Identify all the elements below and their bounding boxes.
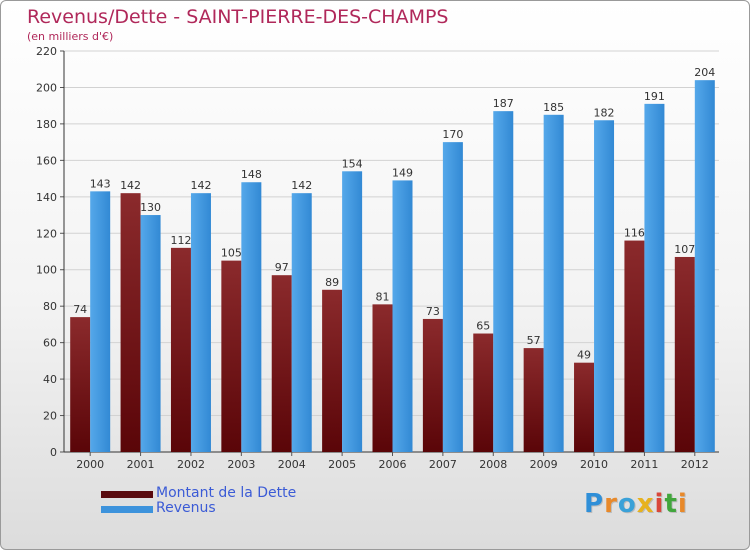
y-tick-label-60: 60: [43, 337, 57, 350]
data-label-dette-2000: 74: [73, 303, 87, 316]
bar-dette-2007: [422, 318, 443, 452]
bar-revenus-2008: [493, 111, 514, 453]
data-label-revenus-2000: 143: [90, 177, 111, 190]
data-label-revenus-2005: 154: [342, 157, 363, 170]
data-label-dette-2003: 105: [221, 247, 242, 260]
legend-label-dette: Montant de la Dette: [156, 485, 297, 501]
bar-revenus-2007: [442, 142, 463, 453]
bar-dette-2002: [170, 247, 191, 452]
data-label-revenus-2012: 204: [694, 66, 715, 79]
data-label-revenus-2002: 142: [190, 179, 211, 192]
data-label-revenus-2009: 185: [543, 101, 564, 114]
x-tick-label-2008: 2008: [479, 458, 507, 471]
bar-revenus-2011: [644, 103, 665, 452]
x-tick-label-2004: 2004: [278, 458, 306, 471]
y-tick-label-200: 200: [36, 81, 57, 94]
data-label-dette-2005: 89: [325, 276, 339, 289]
bar-revenus-2001: [140, 215, 161, 452]
x-tick-label-2003: 2003: [227, 458, 255, 471]
bar-revenus-2012: [694, 80, 715, 452]
y-tick-label-160: 160: [36, 154, 57, 167]
x-tick-label-2012: 2012: [681, 458, 709, 471]
bar-dette-2009: [523, 348, 544, 452]
data-label-revenus-2003: 148: [241, 168, 262, 181]
data-label-dette-2009: 57: [527, 334, 541, 347]
bar-dette-2010: [574, 362, 595, 452]
x-tick-label-2009: 2009: [530, 458, 558, 471]
y-tick-label-180: 180: [36, 118, 57, 131]
data-label-revenus-2008: 187: [493, 97, 514, 110]
bar-dette-2005: [322, 289, 343, 452]
legend-label-revenus: Revenus: [156, 500, 216, 516]
data-label-dette-2010: 49: [577, 349, 591, 362]
y-tick-label-80: 80: [43, 300, 57, 313]
data-label-revenus-2010: 182: [594, 106, 615, 119]
y-tick-label-220: 220: [36, 45, 57, 58]
y-tick-label-140: 140: [36, 191, 57, 204]
bar-revenus-2009: [543, 114, 564, 452]
bar-revenus-2005: [342, 171, 363, 453]
bar-revenus-2003: [241, 182, 262, 452]
data-label-dette-2011: 116: [624, 227, 645, 240]
data-label-dette-2007: 73: [426, 305, 440, 318]
bar-dette-2001: [120, 193, 141, 452]
x-tick-label-2007: 2007: [429, 458, 457, 471]
bar-dette-2004: [271, 275, 292, 452]
data-label-revenus-2007: 170: [442, 128, 463, 141]
x-tick-label-2002: 2002: [177, 458, 205, 471]
data-label-revenus-2006: 149: [392, 166, 413, 179]
x-tick-label-2001: 2001: [127, 458, 155, 471]
bar-revenus-2010: [594, 120, 615, 452]
data-label-dette-2006: 81: [376, 290, 390, 303]
bar-revenus-2004: [291, 193, 312, 452]
bar-revenus-2006: [392, 180, 413, 452]
data-label-dette-2002: 112: [170, 234, 191, 247]
y-tick-label-0: 0: [50, 446, 57, 459]
y-tick-label-100: 100: [36, 264, 57, 277]
data-label-revenus-2001: 130: [140, 201, 161, 214]
y-tick-label-20: 20: [43, 410, 57, 423]
x-tick-label-2006: 2006: [379, 458, 407, 471]
data-label-revenus-2004: 142: [291, 179, 312, 192]
data-label-dette-2012: 107: [674, 243, 695, 256]
data-label-revenus-2011: 191: [644, 90, 665, 103]
x-tick-label-2010: 2010: [580, 458, 608, 471]
x-tick-label-2000: 2000: [76, 458, 104, 471]
bar-revenus-2000: [90, 191, 111, 452]
data-label-dette-2008: 65: [476, 320, 490, 333]
legend-swatch-dette: [101, 491, 153, 498]
y-tick-label-40: 40: [43, 373, 57, 386]
x-tick-label-2005: 2005: [328, 458, 356, 471]
proxiti-logo: Proxiti: [584, 489, 688, 519]
bar-dette-2006: [372, 304, 393, 452]
legend-swatch-revenus: [101, 506, 153, 513]
bar-dette-2003: [221, 260, 242, 452]
y-tick-label-120: 120: [36, 227, 57, 240]
chart-subtitle: (en milliers d'€): [27, 30, 114, 43]
bar-dette-2008: [473, 333, 494, 452]
x-tick-label-2011: 2011: [630, 458, 658, 471]
bar-revenus-2002: [190, 193, 211, 452]
bar-dette-2000: [70, 317, 91, 452]
chart-title: Revenus/Dette - SAINT-PIERRE-DES-CHAMPS: [27, 6, 449, 28]
bar-dette-2012: [674, 256, 695, 452]
data-label-dette-2001: 142: [120, 179, 141, 192]
bar-dette-2011: [624, 240, 645, 452]
data-label-dette-2004: 97: [275, 261, 289, 274]
